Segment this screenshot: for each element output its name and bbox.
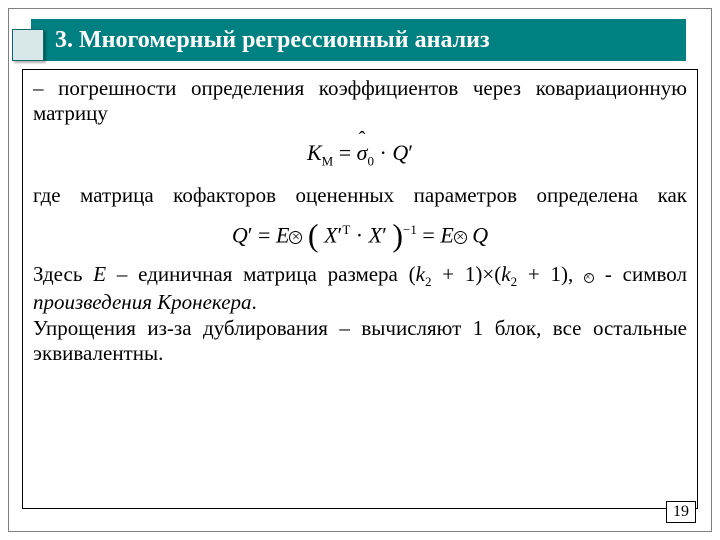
- page-number: 19: [666, 501, 696, 523]
- kronecker-icon-2: ×: [454, 231, 467, 244]
- paragraph-cofactor: где матрица кофакторов оцененных парамет…: [33, 183, 687, 208]
- eq2-X1: X: [324, 222, 337, 247]
- p3-k1: k: [416, 262, 425, 286]
- p3-pre: Здесь: [33, 262, 93, 286]
- equation-covariance: KM = σ0 · Q′: [33, 140, 687, 169]
- slide-frame: 3. Многомерный регрессионный анализ – по…: [8, 8, 712, 532]
- header-bar: 3. Многомерный регрессионный анализ: [31, 19, 686, 61]
- eq2-dot: ·: [350, 222, 368, 247]
- p3-close: + 1),: [517, 262, 584, 286]
- eq2-Q2: Q: [472, 222, 488, 247]
- eq1-sigma: σ: [357, 140, 368, 166]
- p3-k2: k: [501, 262, 510, 286]
- header-title: 3. Многомерный регрессионный анализ: [55, 27, 490, 54]
- eq2-eq1: =: [253, 222, 276, 247]
- p3-tail: - символ: [594, 262, 687, 286]
- eq2-X2: X: [369, 222, 382, 247]
- p3-E: E: [93, 262, 106, 286]
- eq1-prime: ′: [408, 140, 413, 165]
- paragraph-intro: – погрешности определения коэффициентов …: [33, 76, 687, 126]
- kronecker-icon: ×: [289, 231, 302, 244]
- eq1-K: K: [307, 140, 322, 165]
- eq1-equals: =: [333, 140, 356, 165]
- paragraph-simplify: Упрощения из-за дублирования – вычисляют…: [33, 316, 687, 366]
- eq2-X2prime: ′: [382, 222, 387, 247]
- eq2-eq2: =: [417, 222, 440, 247]
- eq1-Ksub: M: [322, 153, 334, 168]
- eq2-E2: E: [440, 222, 453, 247]
- kronecker-icon-inline: ×: [584, 273, 594, 283]
- eq2-Q: Q: [232, 222, 248, 247]
- eq1-dot: ·: [374, 140, 392, 165]
- p3-kron-term: произведения Кронекера: [33, 290, 252, 314]
- eq1-Q: Q: [392, 140, 408, 165]
- eq2-inv: −1: [403, 222, 417, 237]
- content-box: – погрешности определения коэффициентов …: [22, 69, 698, 509]
- equation-cofactor: Q′ = E× ( X′T · X′ )−1 = E× Q: [33, 222, 687, 248]
- p3-plus1: + 1)×(: [432, 262, 502, 286]
- p3-mid1: – единичная матрица размера (: [106, 262, 416, 286]
- p3-dot: .: [252, 290, 257, 314]
- eq2-E1: E: [276, 222, 289, 247]
- paragraph-explain: Здесь E – единичная матрица размера (k2 …: [33, 262, 687, 314]
- corner-decoration: [12, 29, 44, 61]
